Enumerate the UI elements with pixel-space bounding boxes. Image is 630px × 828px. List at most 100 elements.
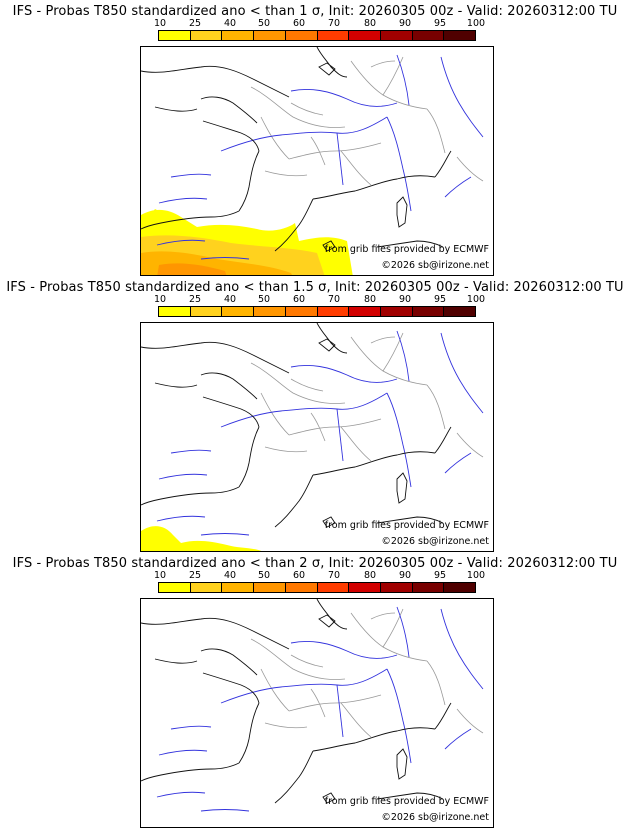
colorbar-tick-label: 80: [363, 570, 377, 581]
admin-border: [456, 156, 484, 182]
admin-border: [426, 384, 446, 430]
colorbar-swatch: [190, 31, 223, 40]
river-line: [444, 452, 472, 474]
map-panel-1: IFS - Probas T850 standardized ano < tha…: [0, 0, 630, 276]
colorbar-swatch: [412, 31, 445, 40]
coastline: [141, 210, 240, 230]
river-line: [386, 116, 412, 212]
river-line: [396, 54, 410, 106]
river-line: [220, 116, 388, 152]
colorbar-tick-label: 95: [433, 294, 447, 305]
admin-border: [290, 102, 324, 116]
admin-border: [288, 418, 382, 436]
map-canvas: [141, 323, 484, 551]
map-canvas: [141, 599, 484, 812]
colorbar-swatch: [349, 307, 381, 316]
colorbar-tick-label: 40: [223, 570, 237, 581]
colorbar-swatch: [159, 31, 191, 40]
admin-border: [382, 608, 404, 648]
colorbar-swatch: [254, 31, 286, 40]
river-line: [220, 668, 388, 704]
colorbar-swatch: [444, 307, 476, 316]
river-line: [444, 728, 472, 750]
colorbar-swatch: [444, 583, 476, 592]
colorbar-tick-label: 80: [363, 18, 377, 29]
colorbar-tick-label: 90: [398, 294, 412, 305]
colorbar: [158, 30, 476, 41]
colorbar-tick-label: 50: [257, 294, 271, 305]
coastline: [376, 240, 444, 248]
coastline: [154, 658, 198, 664]
map-plot: from grib files provided by ECMWF ©2026 s…: [140, 46, 494, 276]
admin-border: [260, 116, 290, 160]
lake-outline: [318, 614, 336, 628]
admin-border: [290, 378, 324, 392]
panel-title: IFS - Probas T850 standardized ano < tha…: [6, 280, 624, 295]
river-line: [158, 473, 208, 480]
colorbar-tick-label: 100: [466, 18, 486, 29]
colorbar-swatch: [317, 583, 350, 592]
colorbar-tick-label: 25: [188, 18, 202, 29]
colorbar-tick-label: 25: [188, 570, 202, 581]
coastline: [238, 150, 260, 212]
river-line: [440, 608, 484, 690]
coastline: [154, 382, 198, 388]
colorbar-tick-label: 95: [433, 18, 447, 29]
river-line: [290, 364, 398, 383]
coastline: [316, 47, 348, 78]
colorbar-swatch: [159, 307, 191, 316]
admin-border: [426, 108, 446, 154]
coastline: [200, 648, 258, 676]
colorbar-swatch: [190, 583, 223, 592]
colorbar-swatch: [285, 583, 318, 592]
colorbar-tick-label: 70: [327, 570, 341, 581]
admin-border: [250, 362, 346, 404]
coastline: [200, 96, 258, 124]
credit-copyright: ©2026 sb@irizone.net: [381, 536, 489, 547]
admin-border: [456, 432, 484, 458]
admin-border: [288, 694, 382, 712]
admin-border: [382, 332, 404, 372]
river-line: [170, 725, 212, 730]
map-plot: from grib files provided by ECMWF ©2026 s…: [140, 322, 494, 552]
admin-border: [370, 612, 396, 620]
colorbar-tick-label: 100: [466, 570, 486, 581]
admin-border: [370, 336, 396, 344]
admin-border: [382, 56, 404, 96]
lake-outline: [318, 62, 336, 76]
colorbar-swatch: [444, 31, 476, 40]
colorbar: [158, 582, 476, 593]
admin-border: [264, 722, 308, 729]
admin-border: [250, 86, 346, 128]
river-line: [440, 332, 484, 414]
coastline: [434, 702, 452, 730]
map-panel-3: IFS - Probas T850 standardized ano < tha…: [0, 552, 630, 828]
probability-area: [149, 209, 163, 221]
river-line: [386, 392, 412, 488]
coastline: [202, 120, 260, 152]
admin-border: [310, 412, 326, 442]
river-line: [156, 239, 206, 246]
colorbar-swatch: [317, 31, 350, 40]
river-line: [336, 132, 344, 186]
admin-border: [290, 654, 324, 668]
river-line: [158, 197, 208, 204]
coastline: [202, 672, 260, 704]
river-line: [396, 606, 410, 658]
map-plot: from grib files provided by ECMWF ©2026 s…: [140, 598, 494, 828]
coastline: [202, 396, 260, 428]
coastline: [141, 486, 240, 506]
river-line: [396, 330, 410, 382]
colorbar-swatch: [412, 307, 445, 316]
colorbar-swatch: [222, 307, 255, 316]
river-line: [200, 533, 250, 536]
colorbar-tick-label: 60: [292, 570, 306, 581]
credit-copyright: ©2026 sb@irizone.net: [381, 260, 489, 271]
river-line: [200, 809, 250, 812]
colorbar-tick-label: 100: [466, 294, 486, 305]
coastline: [274, 198, 314, 252]
admin-border: [260, 392, 290, 436]
coastline: [312, 727, 436, 752]
credit-ecmwf: from grib files provided by ECMWF: [324, 520, 489, 531]
credit-copyright: ©2026 sb@irizone.net: [381, 812, 489, 823]
